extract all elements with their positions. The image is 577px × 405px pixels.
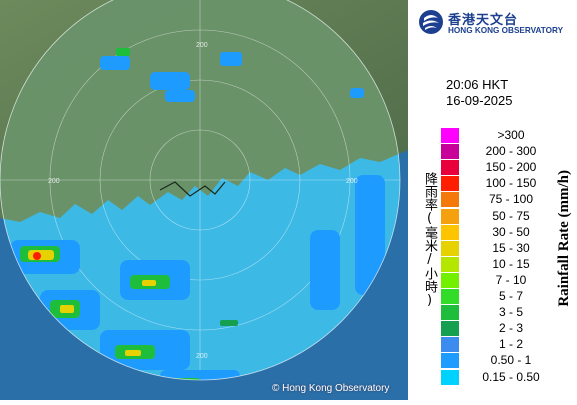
ring-label-north: 200 [196,42,208,49]
legend-swatch [441,337,459,353]
legend-label: 0.50 - 1 [490,353,532,368]
ring-label-south: 200 [196,353,208,360]
legend-row: 15 - 30 [441,240,561,257]
legend-row: 7 - 10 [441,272,561,289]
legend-label: 200 - 300 [485,144,537,159]
radar-map-svg: 200 200 200 200 [0,0,408,400]
legend-row: 200 - 300 [441,144,561,160]
legend-row: 2 - 3 [441,321,561,337]
legend-swatch [441,289,459,304]
legend-swatch [441,160,459,176]
legend-label: 7 - 10 [495,272,527,287]
legend-swatch [441,272,459,288]
legend-title-chinese: 降雨率(毫米/小時) [422,172,437,308]
rain-echoes [10,48,390,380]
ring-label-east: 200 [346,178,358,185]
legend-row: 0.50 - 1 [441,353,561,369]
legend-row: 100 - 150 [441,176,561,192]
legend-title-english: Rainfall Rate (mm/h) [556,170,572,307]
legend-row: 0.15 - 0.50 [441,369,561,386]
logo-text-english: HONG KONG OBSERVATORY [448,26,564,35]
legend-label: 30 - 50 [492,224,530,239]
legend-label: 0.15 - 0.50 [482,369,540,384]
hko-logo-icon [419,10,443,34]
legend-label: 5 - 7 [498,289,523,303]
legend-label: 3 - 5 [498,305,523,320]
legend-swatch [441,224,459,240]
range-rings [0,0,400,380]
observation-time: 20:06 HKT [446,77,509,92]
logo-text-chinese: 香港天文台 [448,13,519,28]
legend-label: 2 - 3 [498,321,523,336]
legend-label: 75 - 100 [488,192,534,207]
copyright-notice: © Hong Kong Observatory [272,383,390,394]
legend-label: >300 [497,128,525,142]
legend-swatch [441,128,459,143]
legend-row: 50 - 75 [441,208,561,225]
legend-row: >300 [441,128,561,144]
legend-row: 75 - 100 [441,192,561,208]
legend-swatch [441,192,459,208]
legend-label: 150 - 200 [485,160,537,175]
legend-row: 1 - 2 [441,337,561,353]
legend-label: 15 - 30 [492,240,530,255]
legend-row: 5 - 7 [441,289,561,305]
range-ring-labels: 200 200 200 200 [48,42,358,360]
legend-swatch [441,321,459,337]
coastline [159,181,226,197]
legend-row: 30 - 50 [441,224,561,241]
legend-label: 10 - 15 [492,256,530,271]
radar-range-outline [0,0,401,381]
legend-swatch [441,256,459,272]
legend-swatch [441,176,459,192]
info-panel: 香港天文台 HONG KONG OBSERVATORY 20:06 HKT 16… [408,0,577,400]
legend-row: 150 - 200 [441,160,561,176]
legend-swatch [441,369,459,385]
legend-label: 100 - 150 [485,176,537,191]
legend-swatch [441,208,459,224]
legend-row: 10 - 15 [441,256,561,273]
legend-swatch [441,240,459,256]
hko-logo: 香港天文台 HONG KONG OBSERVATORY [414,8,574,38]
legend-swatch [441,305,459,321]
ring-label-west: 200 [48,178,60,185]
legend-row: 3 - 5 [441,305,561,321]
legend-swatch [441,353,459,369]
legend-label: 1 - 2 [498,337,523,352]
legend-swatch [441,144,459,160]
land-in-disc [0,0,400,222]
legend-label: 50 - 75 [492,208,530,223]
observation-date: 16-09-2025 [446,93,513,108]
radar-map: 200 200 200 200 © Hong Kong Observatory [0,0,408,400]
